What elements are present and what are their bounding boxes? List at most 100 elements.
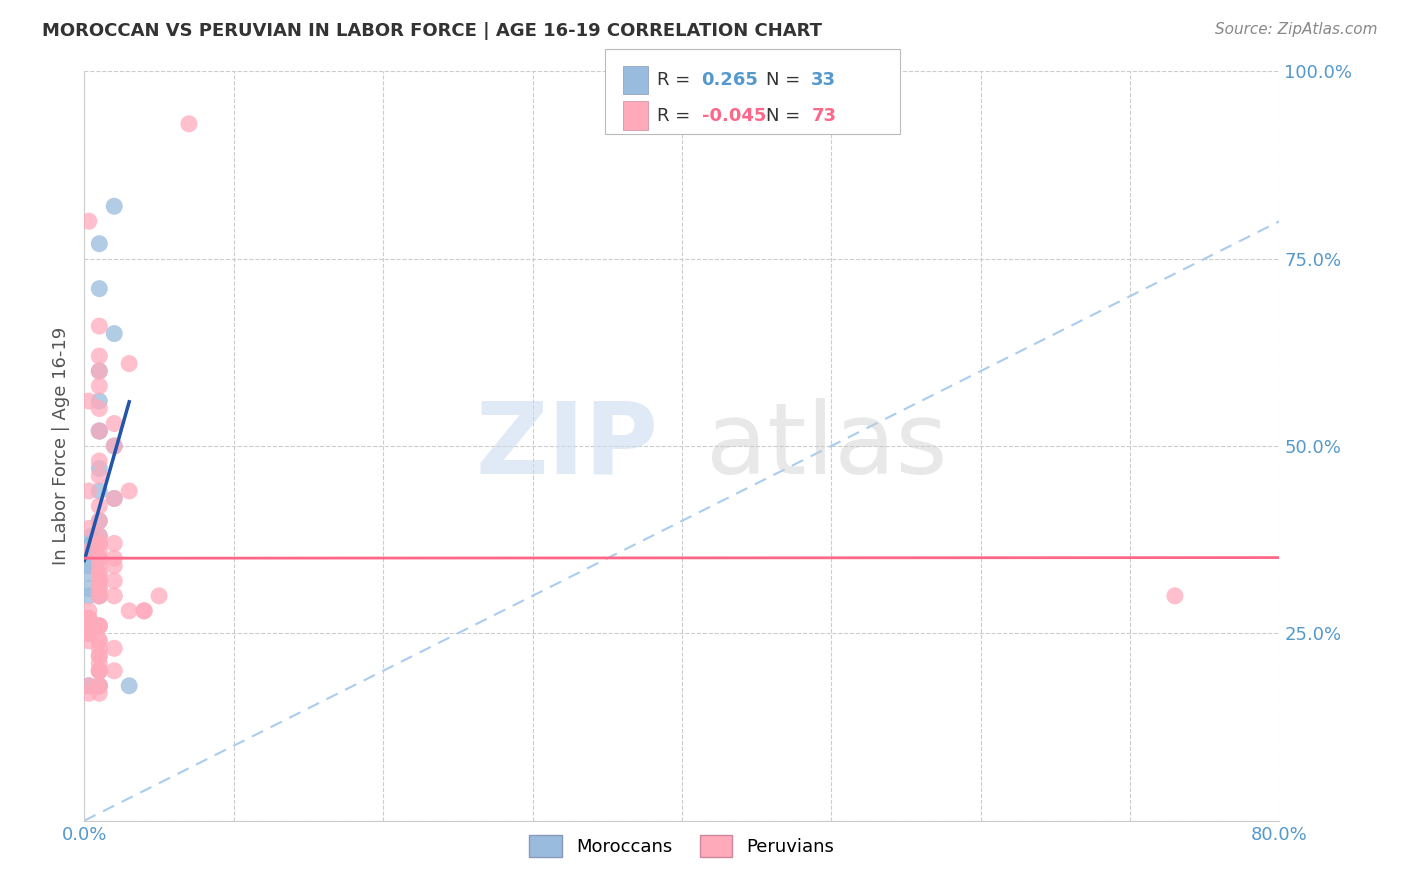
Point bbox=[77, 582, 100, 596]
Point bbox=[89, 686, 111, 700]
Point bbox=[77, 679, 100, 693]
Point bbox=[103, 664, 125, 678]
Point bbox=[89, 648, 111, 663]
Point bbox=[89, 401, 111, 416]
Text: 0.265: 0.265 bbox=[702, 71, 758, 89]
Point bbox=[89, 679, 111, 693]
Point bbox=[89, 589, 111, 603]
Text: 33: 33 bbox=[811, 71, 837, 89]
Point bbox=[89, 619, 111, 633]
Point bbox=[89, 349, 111, 363]
Point bbox=[89, 679, 111, 693]
Point bbox=[89, 424, 111, 438]
Point bbox=[89, 514, 111, 528]
Point bbox=[77, 394, 100, 409]
Point bbox=[89, 619, 111, 633]
Point bbox=[89, 536, 111, 550]
Point bbox=[148, 589, 170, 603]
Point bbox=[77, 214, 100, 228]
Point bbox=[103, 589, 125, 603]
Point bbox=[89, 424, 111, 438]
Point bbox=[89, 364, 111, 378]
Point bbox=[132, 604, 156, 618]
Point bbox=[77, 544, 100, 558]
Point bbox=[80, 529, 103, 543]
Point bbox=[89, 499, 111, 513]
Point bbox=[89, 633, 111, 648]
Point bbox=[89, 589, 111, 603]
Point bbox=[89, 664, 111, 678]
Point bbox=[103, 574, 125, 588]
Point bbox=[103, 439, 125, 453]
Point bbox=[89, 679, 111, 693]
Text: N =: N = bbox=[766, 71, 806, 89]
Point bbox=[80, 536, 103, 550]
Point bbox=[89, 514, 111, 528]
Point bbox=[103, 491, 125, 506]
Point bbox=[103, 417, 125, 431]
Point bbox=[77, 566, 100, 581]
Point bbox=[89, 454, 111, 468]
Point bbox=[89, 657, 111, 671]
Point bbox=[103, 558, 125, 573]
Point bbox=[77, 521, 100, 535]
Point bbox=[89, 589, 111, 603]
Point bbox=[89, 529, 111, 543]
Point bbox=[103, 326, 125, 341]
Point bbox=[89, 483, 111, 498]
Point bbox=[77, 626, 100, 640]
Text: ZIP: ZIP bbox=[475, 398, 658, 494]
Point bbox=[77, 589, 100, 603]
Point bbox=[89, 566, 111, 581]
Point bbox=[89, 664, 111, 678]
Point bbox=[77, 633, 100, 648]
Point bbox=[103, 551, 125, 566]
Point bbox=[77, 558, 100, 573]
Point bbox=[77, 611, 100, 625]
Text: R =: R = bbox=[657, 71, 696, 89]
Point bbox=[89, 394, 111, 409]
Point bbox=[103, 439, 125, 453]
Point bbox=[89, 582, 111, 596]
Point bbox=[89, 319, 111, 334]
Point bbox=[118, 679, 141, 693]
Point bbox=[89, 633, 111, 648]
Text: N =: N = bbox=[766, 107, 806, 125]
Point bbox=[89, 364, 111, 378]
Point bbox=[89, 551, 111, 566]
Point bbox=[77, 544, 100, 558]
Point bbox=[89, 664, 111, 678]
Point bbox=[89, 566, 111, 581]
Point bbox=[89, 574, 111, 588]
Point bbox=[89, 664, 111, 678]
Point bbox=[77, 551, 100, 566]
Point bbox=[177, 117, 200, 131]
Point bbox=[132, 604, 156, 618]
Point bbox=[118, 357, 141, 371]
Point bbox=[89, 424, 111, 438]
Point bbox=[103, 199, 125, 213]
Text: 73: 73 bbox=[811, 107, 837, 125]
Point bbox=[77, 626, 100, 640]
Point bbox=[89, 461, 111, 475]
Point bbox=[77, 544, 100, 558]
Point bbox=[89, 574, 111, 588]
Text: Source: ZipAtlas.com: Source: ZipAtlas.com bbox=[1215, 22, 1378, 37]
Point bbox=[77, 544, 100, 558]
Text: MOROCCAN VS PERUVIAN IN LABOR FORCE | AGE 16-19 CORRELATION CHART: MOROCCAN VS PERUVIAN IN LABOR FORCE | AG… bbox=[42, 22, 823, 40]
Point bbox=[80, 536, 103, 550]
Text: -0.045: -0.045 bbox=[702, 107, 766, 125]
Point bbox=[89, 282, 111, 296]
Point bbox=[103, 641, 125, 656]
Point bbox=[77, 611, 100, 625]
Y-axis label: In Labor Force | Age 16-19: In Labor Force | Age 16-19 bbox=[52, 326, 70, 566]
Point bbox=[89, 469, 111, 483]
Point bbox=[89, 551, 111, 566]
Point bbox=[89, 648, 111, 663]
Point bbox=[77, 611, 100, 625]
Point bbox=[89, 544, 111, 558]
Point bbox=[77, 604, 100, 618]
Point bbox=[77, 626, 100, 640]
Point bbox=[89, 574, 111, 588]
Point bbox=[118, 483, 141, 498]
